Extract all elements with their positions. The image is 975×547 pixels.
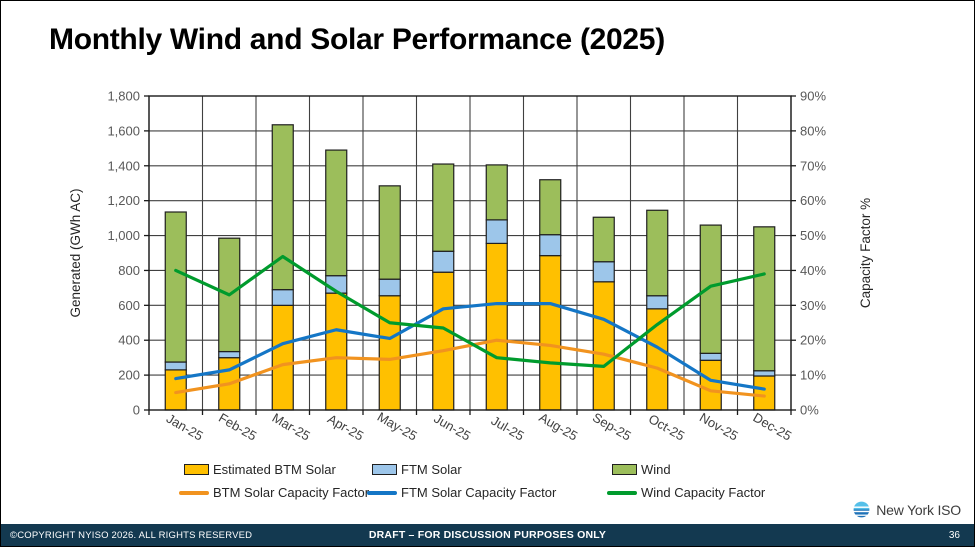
right-axis-tick-label: 80% xyxy=(800,123,826,138)
x-axis-category-label: Mar-25 xyxy=(270,410,313,444)
line-ftm-solar-capacity-factor xyxy=(174,301,766,391)
left-axis-tick-label: 400 xyxy=(118,333,140,348)
bar-segment-ftm-solar xyxy=(699,352,722,361)
bar-segment-estimated-btm-solar xyxy=(432,271,455,411)
x-axis-category-label: Feb-25 xyxy=(216,410,259,444)
slide-title: Monthly Wind and Solar Performance (2025… xyxy=(49,23,665,56)
bar-segment-wind xyxy=(699,224,722,354)
right-axis-tick-label: 30% xyxy=(800,298,826,313)
bar-segment-ftm-solar xyxy=(271,289,294,306)
bar-series xyxy=(164,124,776,411)
left-axis-tick-label: 1,000 xyxy=(107,228,140,243)
left-axis-tick-label: 800 xyxy=(118,263,140,278)
bar-segment-wind xyxy=(539,179,562,236)
x-axis-category-label: Jun-25 xyxy=(431,411,473,444)
x-axis-category-label: Aug-25 xyxy=(536,410,580,444)
left-axis-tick-label: 200 xyxy=(118,368,140,383)
right-axis-tick-label: 20% xyxy=(800,333,826,348)
x-axis-category-label: Nov-25 xyxy=(697,410,741,444)
bar-segment-ftm-solar xyxy=(592,261,615,283)
left-axis-tick-label: 0 xyxy=(133,403,140,418)
bar-segment-wind xyxy=(646,209,669,297)
left-axis-tick-label: 1,800 xyxy=(107,89,140,104)
bar-segment-estimated-btm-solar xyxy=(325,292,348,411)
x-axis-category-label: Dec-25 xyxy=(750,410,794,444)
bar-segment-ftm-solar xyxy=(753,370,776,377)
bar-segment-ftm-solar xyxy=(539,234,562,257)
footer-bar: ©COPYRIGHT NYISO 2026. ALL RIGHTS RESERV… xyxy=(1,524,974,546)
bar-segment-wind xyxy=(271,124,294,291)
bar-segment-estimated-btm-solar xyxy=(753,375,776,411)
footer-draft-notice: DRAFT – FOR DISCUSSION PURPOSES ONLY xyxy=(368,529,607,541)
bar-segment-ftm-solar xyxy=(646,295,669,310)
line-btm-solar-capacity-factor xyxy=(174,338,766,398)
plot-border xyxy=(148,95,792,411)
right-axis-title: Capacity Factor % xyxy=(858,198,873,308)
bar-segment-estimated-btm-solar xyxy=(271,304,294,411)
right-axis-tick-label: 10% xyxy=(800,368,826,383)
bar-segment-wind xyxy=(164,211,187,363)
right-axis-tick-label: 90% xyxy=(800,89,826,104)
x-axis-category-label: Jul-25 xyxy=(489,413,527,444)
x-axis-category-label: Sep-25 xyxy=(590,410,634,444)
footer-page-number: 36 xyxy=(948,529,960,541)
bar-segment-ftm-solar xyxy=(218,350,241,359)
line-series xyxy=(174,254,766,398)
left-axis-tick-label: 1,200 xyxy=(107,193,140,208)
bar-segment-ftm-solar xyxy=(164,361,187,371)
left-axis-title: Generated (GWh AC) xyxy=(68,188,83,317)
x-axis-category-label: May-25 xyxy=(375,409,420,444)
bar-segment-wind xyxy=(485,164,508,221)
nyiso-globe-icon xyxy=(853,501,871,518)
bar-segment-ftm-solar xyxy=(485,219,508,245)
bar-segment-estimated-btm-solar xyxy=(699,359,722,411)
left-axis-tick-label: 1,600 xyxy=(107,123,140,138)
bar-segment-wind xyxy=(753,226,776,372)
footer-copyright: ©COPYRIGHT NYISO 2026. ALL RIGHTS RESERV… xyxy=(10,529,253,541)
bar-segment-estimated-btm-solar xyxy=(378,295,401,411)
x-axis-category-label: Apr-25 xyxy=(325,411,366,444)
bar-segment-estimated-btm-solar xyxy=(592,281,615,411)
left-axis-tick-label: 600 xyxy=(118,298,140,313)
bar-segment-estimated-btm-solar xyxy=(485,242,508,411)
right-axis-tick-label: 0% xyxy=(800,403,819,418)
bar-segment-wind xyxy=(378,185,401,280)
bar-segment-ftm-solar xyxy=(378,278,401,297)
right-axis-tick-label: 70% xyxy=(800,158,826,173)
bar-segment-wind xyxy=(325,149,348,277)
x-axis-category-label: Oct-25 xyxy=(646,411,687,443)
bar-segment-wind xyxy=(432,163,455,252)
line-wind-capacity-factor xyxy=(174,254,766,368)
x-axis-category-label: Jan-25 xyxy=(164,411,206,444)
nyiso-logo-text: New York ISO xyxy=(876,501,961,518)
right-axis-tick-label: 50% xyxy=(800,228,826,243)
right-axis-tick-label: 60% xyxy=(800,193,826,208)
right-axis-tick-label: 40% xyxy=(800,263,826,278)
bar-segment-wind xyxy=(592,216,615,263)
bar-segment-ftm-solar xyxy=(432,250,455,273)
bar-segment-estimated-btm-solar xyxy=(539,255,562,411)
nyiso-logo: New York ISO xyxy=(852,500,961,519)
left-axis-tick-label: 1,400 xyxy=(107,158,140,173)
